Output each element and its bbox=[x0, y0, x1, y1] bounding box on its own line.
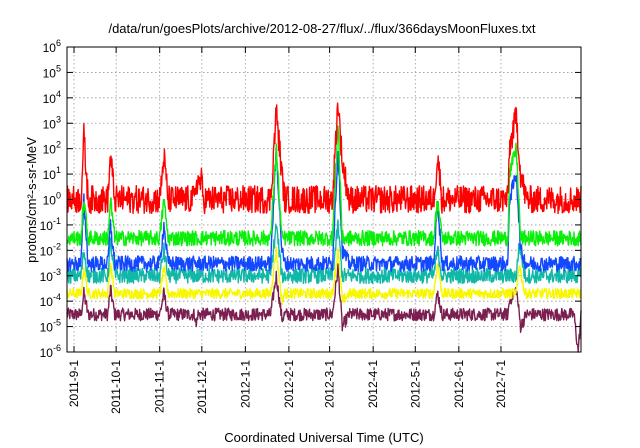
x-tick-label: 2012-3-1 bbox=[323, 360, 337, 408]
series-line bbox=[66, 263, 582, 353]
x-tick-label: 2012-4-1 bbox=[366, 360, 380, 408]
y-tick-label: 102 bbox=[43, 140, 61, 157]
x-axis: 2011-9-1 2011-10-1 2011-11-1 2011-12-1 2012-… bbox=[67, 47, 508, 414]
y-tick-label: 10-3 bbox=[40, 267, 61, 284]
y-tick-label: 103 bbox=[43, 114, 61, 131]
chart-title: /data/run/goesPlots/archive/2012-08-27/f… bbox=[108, 21, 535, 36]
y-tick-label: 106 bbox=[43, 38, 61, 55]
y-axis: 10-6 10-5 10-4 10-3 10-2 10-1 100 101 102 103 104 1… bbox=[40, 38, 581, 360]
x-axis-label: Coordinated Universal Time (UTC) bbox=[224, 430, 423, 445]
plot-area bbox=[66, 102, 582, 353]
y-tick-label: 10-2 bbox=[40, 241, 61, 258]
y-axis-label: protons/cm²-s-sr-MeV bbox=[24, 137, 39, 263]
y-tick-label: 104 bbox=[43, 89, 61, 106]
y-tick-label: 10-1 bbox=[40, 216, 61, 233]
x-tick-label: 2012-7-1 bbox=[494, 360, 508, 408]
x-tick-label: 2012-6-1 bbox=[452, 360, 466, 408]
x-tick-label: 2011-12-1 bbox=[195, 360, 209, 414]
x-tick-label: 2011-10-1 bbox=[109, 360, 123, 414]
y-tick-label: 101 bbox=[43, 165, 61, 182]
y-tick-label: 105 bbox=[43, 63, 61, 80]
series-line bbox=[66, 102, 582, 215]
y-tick-label: 10-4 bbox=[40, 292, 61, 309]
x-tick-label: 2012-1-1 bbox=[238, 360, 252, 408]
series-line bbox=[66, 245, 582, 306]
x-tick-label: 2012-5-1 bbox=[408, 360, 422, 408]
y-tick-label: 100 bbox=[43, 191, 61, 208]
series-line bbox=[66, 125, 582, 247]
y-tick-label: 10-6 bbox=[40, 343, 61, 360]
x-tick-label: 2011-9-1 bbox=[67, 360, 81, 407]
series-line bbox=[66, 145, 582, 272]
y-tick-label: 10-5 bbox=[40, 318, 61, 335]
x-tick-label: 2012-2-1 bbox=[282, 360, 296, 408]
x-tick-label: 2011-11-1 bbox=[153, 360, 167, 413]
series-line bbox=[66, 219, 582, 284]
